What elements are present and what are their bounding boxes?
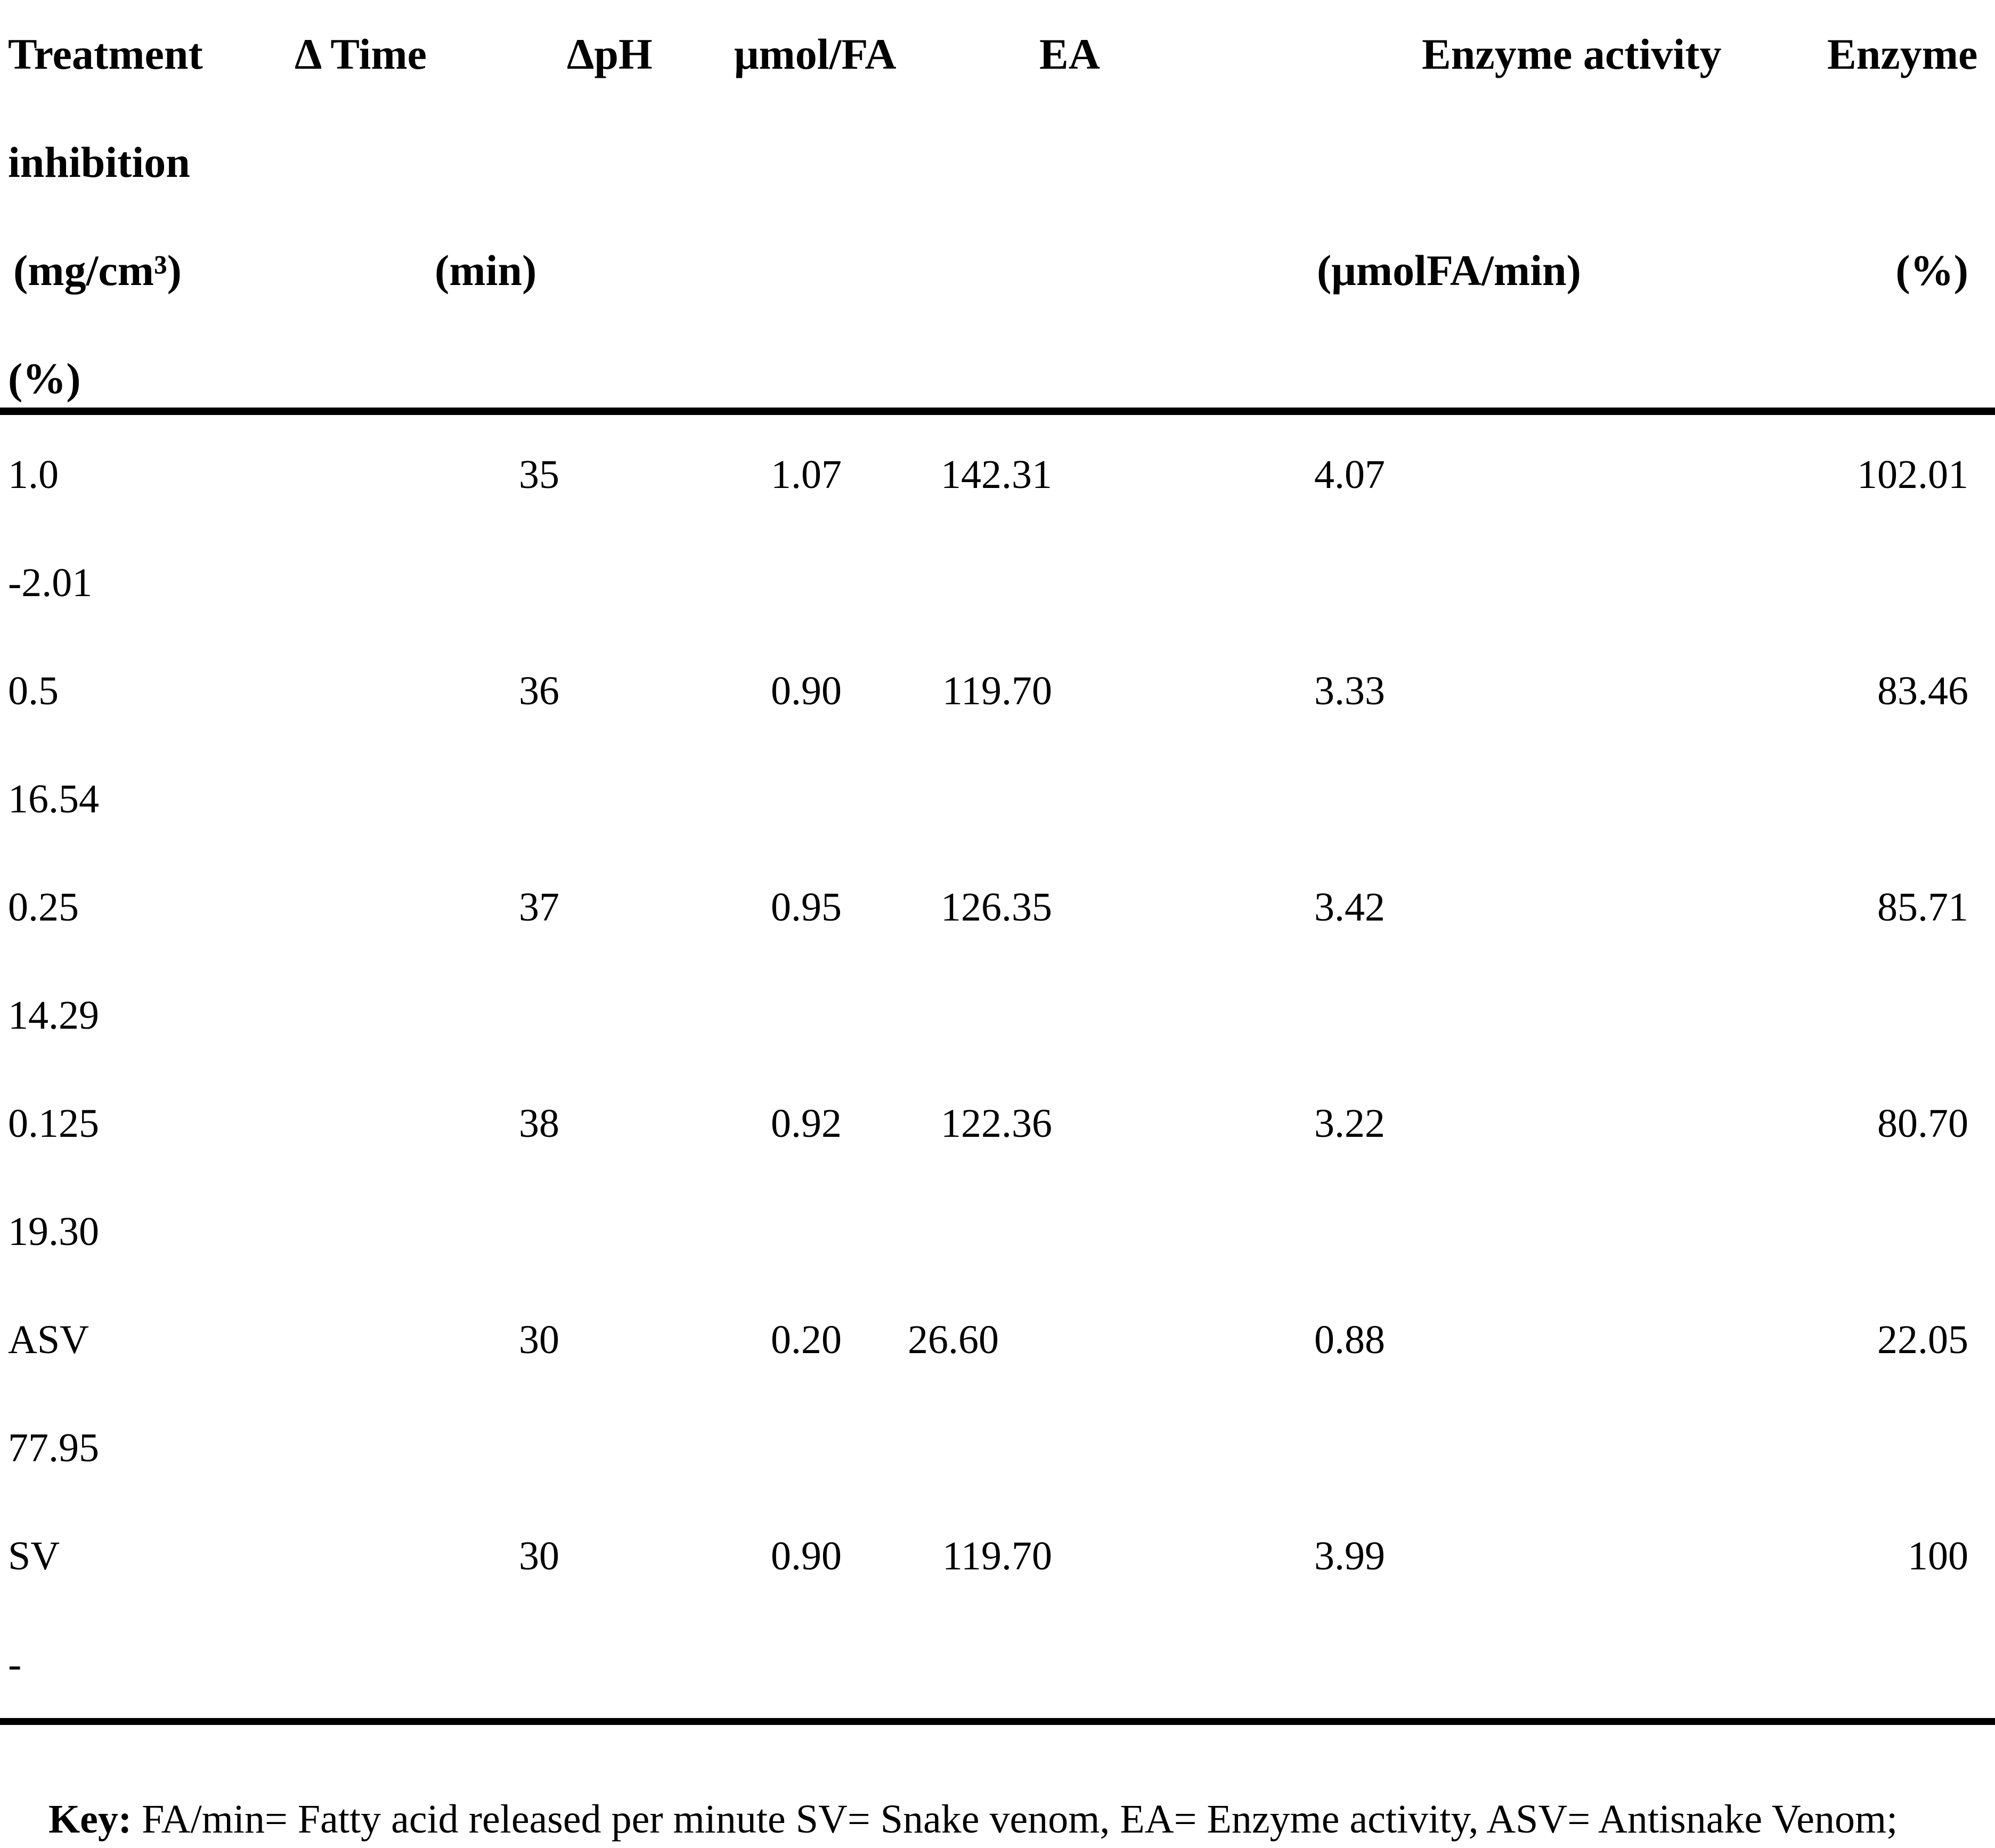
- table-header-line-4: (%): [0, 324, 1995, 433]
- header-cell-umol-fa: μmol/FA: [734, 30, 897, 78]
- table-row: SV 30 0.90 119.70 3.99 100: [0, 1502, 1995, 1610]
- table-row-wrap: 14.29: [0, 962, 1995, 1070]
- header-cell-enzyme-activity: Enzyme activity: [1422, 30, 1722, 78]
- table-row-wrap: -2.01: [0, 529, 1995, 637]
- header-cell-inhibition-wrap: inhibition: [8, 138, 190, 186]
- cell-treatment: 0.5: [8, 669, 59, 713]
- cell-ea: 3.22: [1314, 1101, 1385, 1146]
- header-cell-treatment-unit: (mg/cm³): [13, 246, 182, 295]
- table-top-rule: [0, 408, 1995, 415]
- header-cell-enzyme-activity-unit: (μmolFA/min): [1317, 246, 1581, 295]
- cell-umol-fa: 119.70: [942, 669, 1052, 713]
- table-row: 0.25 37 0.95 126.35 3.42 85.71: [0, 853, 1995, 962]
- cell-treatment: ASV: [8, 1317, 89, 1362]
- cell-delta-ph: 0.95: [771, 885, 842, 930]
- cell-ea: 4.07: [1314, 452, 1385, 497]
- cell-enzyme-inhibition-pct: 77.95: [8, 1426, 99, 1470]
- cell-enzyme-activity-pct: 85.71: [1877, 885, 1968, 930]
- cell-ea: 3.42: [1314, 885, 1385, 930]
- cell-enzyme-inhibition-pct: -: [8, 1642, 22, 1687]
- cell-treatment: SV: [8, 1534, 60, 1578]
- table-header-line-3: (mg/cm³) (min) (μmolFA/min) (%): [0, 216, 1995, 324]
- cell-enzyme-activity-pct: 100: [1908, 1534, 1968, 1578]
- cell-delta-ph: 0.92: [771, 1101, 842, 1146]
- cell-enzyme-activity-pct: 83.46: [1877, 669, 1968, 713]
- cell-delta-time: 36: [519, 669, 559, 713]
- cell-ea: 0.88: [1314, 1317, 1385, 1362]
- cell-enzyme-activity-pct: 102.01: [1857, 452, 1968, 497]
- table-key-line-2: CF = Chloroform fraction.: [8, 1787, 1987, 1848]
- cell-delta-time: 30: [519, 1317, 559, 1362]
- header-cell-inhibition-pct-unit: (%): [8, 354, 81, 403]
- table-key-line-1: Key: FA/min= Fatty acid released per min…: [8, 1731, 1987, 1848]
- cell-umol-fa: 26.60: [908, 1317, 999, 1362]
- header-cell-ea: EA: [1039, 30, 1100, 78]
- table-bottom-rule: [0, 1718, 1995, 1725]
- table-row-wrap: 16.54: [0, 745, 1995, 853]
- cell-delta-time: 37: [519, 885, 559, 930]
- cell-ea: 3.33: [1314, 669, 1385, 713]
- cell-enzyme-inhibition-pct: 14.29: [8, 993, 99, 1038]
- header-cell-treatment: Treatment: [8, 30, 203, 78]
- cell-enzyme-inhibition-pct: 16.54: [8, 777, 99, 821]
- cell-umol-fa: 122.36: [941, 1101, 1052, 1146]
- cell-enzyme-inhibition-pct: -2.01: [8, 560, 93, 605]
- cell-umol-fa: 142.31: [941, 452, 1052, 497]
- table-header-line-1: Treatment Δ Time ΔpH μmol/FA EA Enzyme a…: [0, 0, 1995, 108]
- table-row-wrap: 19.30: [0, 1178, 1995, 1286]
- cell-treatment: 1.0: [8, 452, 59, 497]
- key-text: FA/min= Fatty acid released per minute S…: [132, 1797, 1898, 1842]
- cell-delta-ph: 1.07: [771, 452, 842, 497]
- cell-enzyme-inhibition-pct: 19.30: [8, 1209, 99, 1254]
- table-row: 1.0 35 1.07 142.31 4.07 102.01: [0, 421, 1995, 529]
- header-cell-enzyme: Enzyme: [1827, 30, 1978, 78]
- header-cell-delta-time: Δ Time: [295, 30, 427, 78]
- table-row-wrap: -: [0, 1610, 1995, 1719]
- table-header-line-2: inhibition: [0, 108, 1995, 216]
- cell-treatment: 0.25: [8, 885, 79, 930]
- cell-delta-ph: 0.20: [771, 1317, 842, 1362]
- table-row: 0.5 36 0.90 119.70 3.33 83.46: [0, 637, 1995, 745]
- table-row-wrap: 77.95: [0, 1394, 1995, 1502]
- cell-delta-time: 35: [519, 452, 559, 497]
- table-row: 0.125 38 0.92 122.36 3.22 80.70: [0, 1070, 1995, 1178]
- cell-delta-ph: 0.90: [771, 1534, 842, 1578]
- header-cell-enzyme-pct-unit: (%): [1895, 246, 1968, 295]
- cell-umol-fa: 119.70: [942, 1534, 1052, 1578]
- cell-delta-time: 38: [519, 1101, 559, 1146]
- cell-enzyme-activity-pct: 80.70: [1877, 1101, 1968, 1146]
- cell-umol-fa: 126.35: [941, 885, 1052, 930]
- table-row: ASV 30 0.20 26.60 0.88 22.05: [0, 1286, 1995, 1394]
- cell-delta-time: 30: [519, 1534, 559, 1578]
- cell-ea: 3.99: [1314, 1534, 1385, 1578]
- key-label: Key:: [48, 1797, 132, 1842]
- header-cell-time-unit: (min): [435, 246, 537, 295]
- cell-delta-ph: 0.90: [771, 669, 842, 713]
- header-cell-delta-ph: ΔpH: [567, 30, 653, 78]
- cell-enzyme-activity-pct: 22.05: [1877, 1317, 1968, 1362]
- cell-treatment: 0.125: [8, 1101, 99, 1146]
